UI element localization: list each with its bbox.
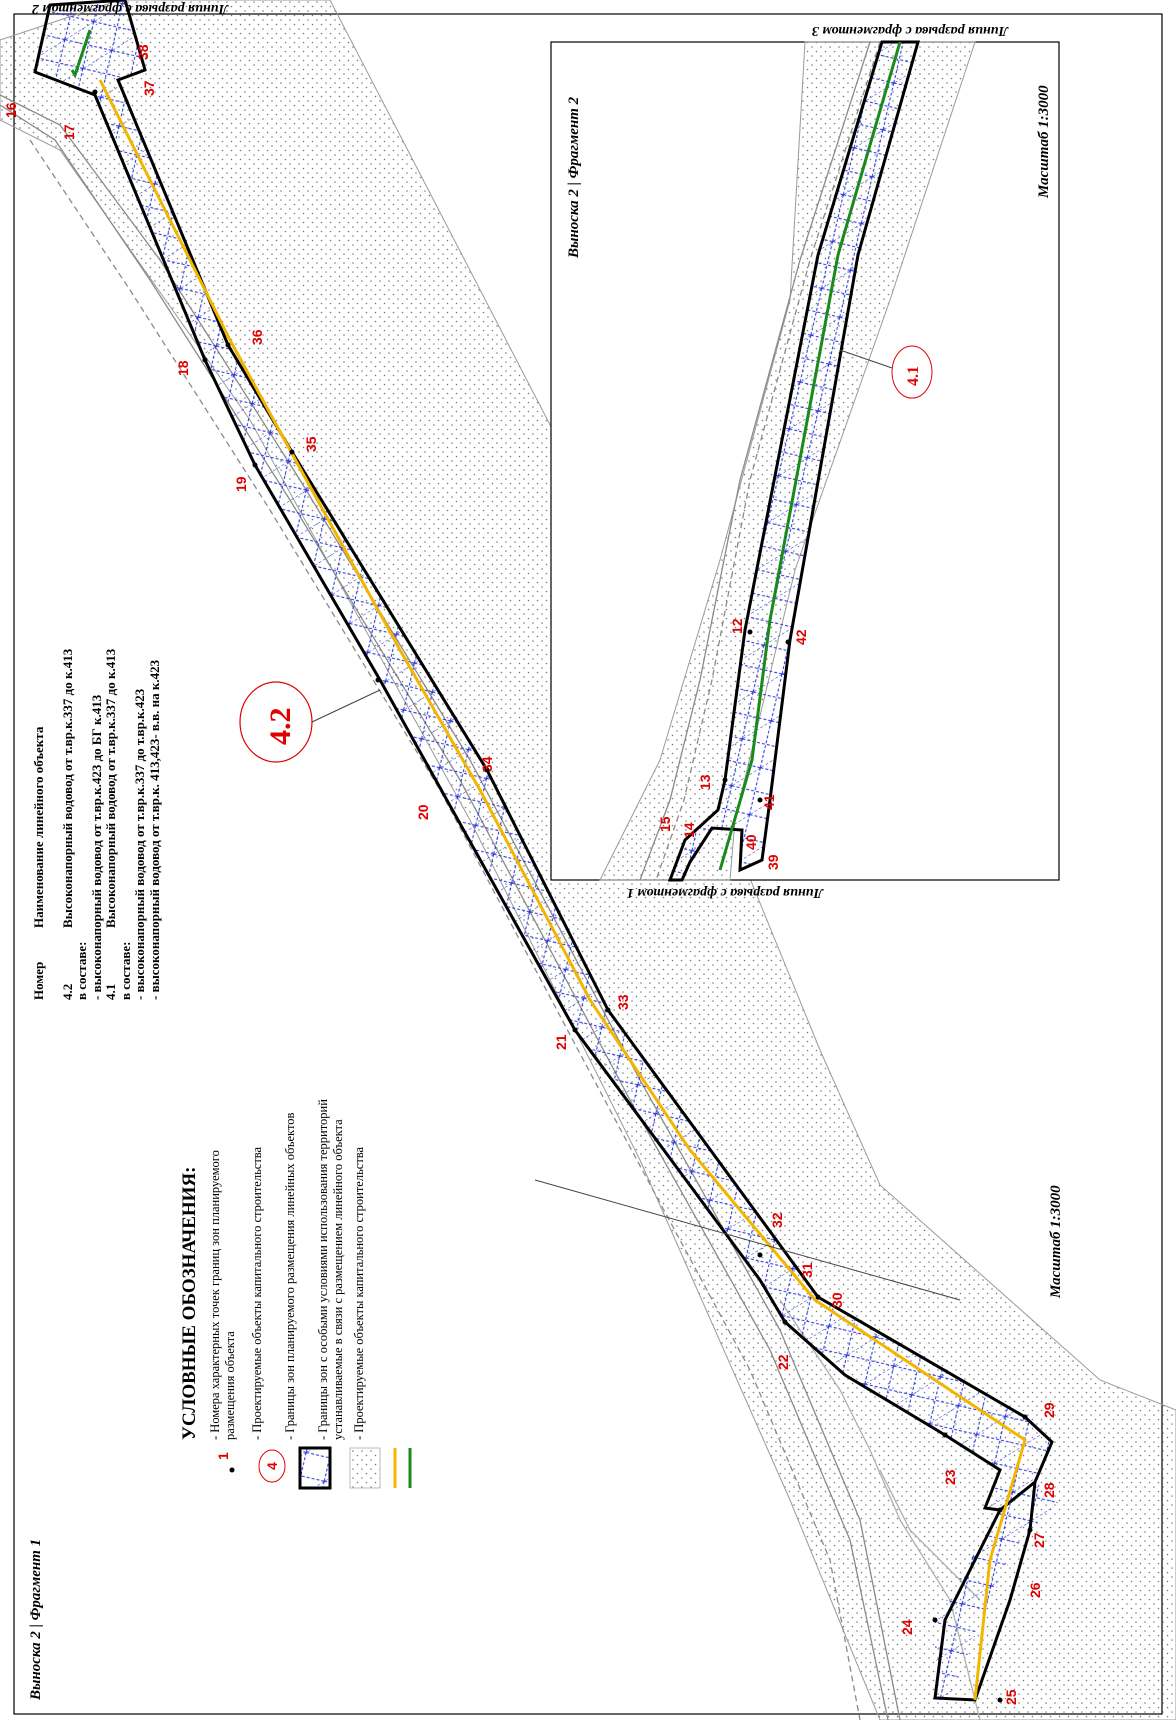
legend-zone-swatch: [298, 1446, 332, 1490]
point-29: 29: [1041, 1402, 1057, 1418]
point-15: 15: [657, 816, 673, 832]
legend-item-4: - Границы зон с особыми условиями исполь…: [316, 1099, 345, 1440]
point-numbers-inset: 12 42 13 41 15 14 40 39: [657, 618, 809, 870]
callout-fragment1: Выноска 2 | Фрагмент 1: [28, 1538, 44, 1700]
table-row: в составе:: [74, 941, 89, 1000]
water-line-green-main: [70, 29, 92, 79]
leader-line-main: [534, 1179, 961, 1301]
point-24: 24: [899, 1619, 915, 1635]
point-26: 26: [1027, 1582, 1043, 1598]
point-numbers-main: 16 17 38 37 36 18 35 19 34 20 33 21 32 3…: [3, 44, 1057, 1705]
legend-item-3: - Границы зон планируемого размещения ли…: [283, 1112, 297, 1440]
legend-item-2: - Проектируемые объекты капитального стр…: [250, 1146, 264, 1440]
point-19: 19: [233, 476, 249, 492]
svg-text:4.1: 4.1: [905, 366, 922, 386]
scale-main: Масштаб 1:3000: [1048, 1185, 1064, 1298]
point-23: 23: [942, 1469, 958, 1485]
object-label-inset: 4.1: [839, 345, 933, 399]
point-39: 39: [765, 854, 781, 870]
water-line-yellow-main: [98, 79, 1027, 1701]
legend-object-circle: [258, 1449, 286, 1483]
table-header-name: Наименование линейного объекта: [31, 726, 46, 928]
table-row: 4.1 Высоконапорный водовод от т.вр.к.337…: [103, 648, 118, 1000]
table-row: - высоконапорный водовод от т.вр.к.337 д…: [132, 688, 147, 1000]
point-12: 12: [729, 618, 745, 634]
callout-fragment2: Выноска 2 | Фрагмент 2: [566, 96, 582, 258]
point-33: 33: [615, 994, 631, 1010]
point-38: 38: [135, 44, 151, 60]
inset-fragment2: [550, 40, 1060, 882]
legend-point-dot: [229, 1467, 235, 1473]
legend-symbols: 1 4: [215, 1446, 412, 1490]
point-22: 22: [775, 1354, 791, 1370]
break-line-fragment2: Линия разрыва с фрагментом 2: [31, 1, 229, 16]
object-label-main: 4.2: [239, 681, 381, 763]
point-28: 28: [1041, 1482, 1057, 1498]
point-42: 42: [793, 629, 809, 645]
legend-title: УСЛОВНЫЕ ОБОЗНАЧЕНИЯ:: [179, 1166, 200, 1440]
legend-point-number: 1: [215, 1452, 231, 1460]
legend-special-zone-swatch: [349, 1447, 381, 1489]
table-header-number: Номер: [31, 961, 46, 1000]
object-table: Номер Наименование линейного объекта 4.2…: [31, 560, 162, 1000]
point-markers: [92, 89, 1033, 1703]
legend-object-number: 4: [264, 1462, 280, 1470]
point-41: 41: [761, 794, 777, 810]
point-32: 32: [769, 1212, 785, 1228]
point-37: 37: [141, 80, 157, 96]
scale-inset: Масштаб 1:3000: [1036, 85, 1052, 198]
point-30: 30: [829, 1292, 845, 1308]
point-21: 21: [553, 1034, 569, 1050]
table-row: 4.2 Высоконапорный водовод от т.вр.к.337…: [59, 648, 75, 1000]
point-13: 13: [697, 774, 713, 790]
table-row: - высоконапорный водовод от т.вр.к.423 д…: [88, 694, 104, 1000]
legend-item-5: - Проектируемые объекты капитального стр…: [352, 1146, 366, 1440]
point-16: 16: [3, 102, 19, 118]
table-row: в составе:: [117, 941, 133, 1000]
table-row: - высоконапорный водовод от т.вр.к. 413,…: [146, 659, 162, 1000]
point-14: 14: [681, 822, 697, 838]
break-line-fragment1: Линия разрыва с фрагментом 1: [626, 885, 824, 900]
point-36: 36: [249, 329, 265, 345]
point-34: 34: [479, 756, 495, 772]
point-17: 17: [61, 124, 77, 140]
point-31: 31: [799, 1262, 815, 1278]
point-35: 35: [303, 436, 319, 452]
point-18: 18: [175, 360, 191, 376]
point-20: 20: [415, 804, 431, 820]
break-line-fragment3: Линия разрыва с фрагментом 3: [811, 23, 1009, 38]
outer-frame: [13, 13, 1163, 1715]
point-27: 27: [1031, 1532, 1047, 1548]
point-40: 40: [743, 834, 759, 850]
legend: УСЛОВНЫЕ ОБОЗНАЧЕНИЯ: - Номера характерн…: [178, 1020, 367, 1440]
svg-text:4.2: 4.2: [264, 708, 297, 746]
point-25: 25: [1003, 1689, 1019, 1705]
legend-item-1: - Номера характерных точек границ зон пл…: [208, 1150, 237, 1440]
